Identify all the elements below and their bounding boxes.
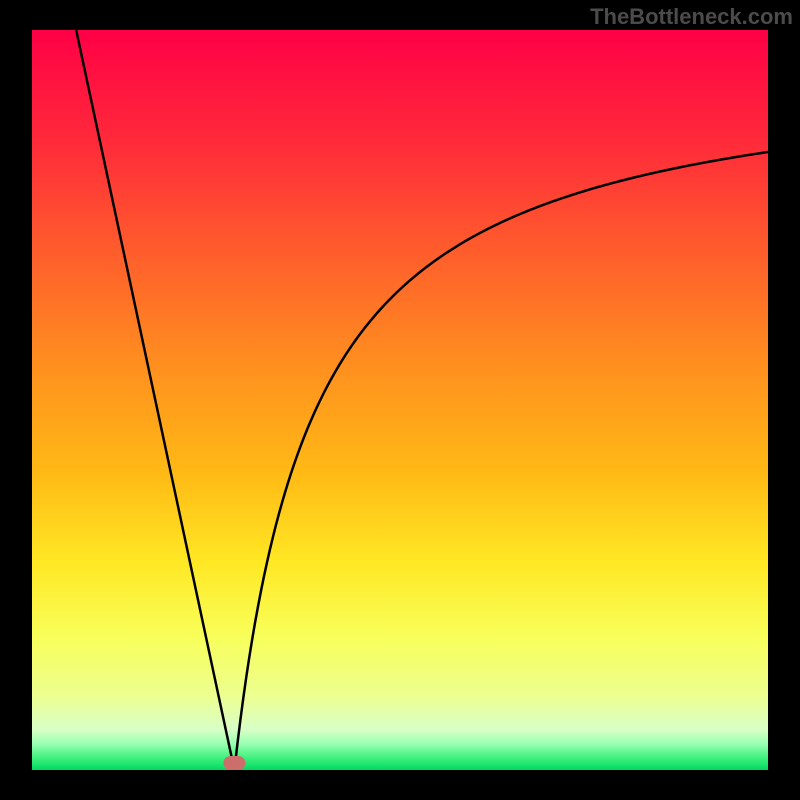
chart-frame: TheBottleneck.com [0,0,800,800]
plot-area [32,30,768,770]
watermark-text: TheBottleneck.com [590,4,793,30]
